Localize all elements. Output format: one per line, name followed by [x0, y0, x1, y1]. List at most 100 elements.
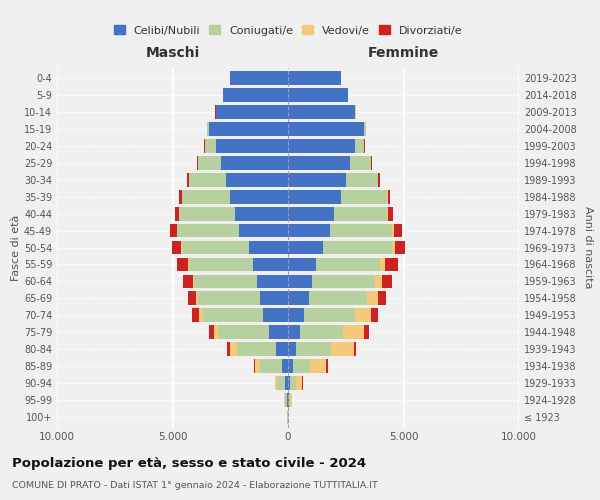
Bar: [285, 376, 288, 390]
Bar: [260, 292, 288, 306]
Bar: [198, 156, 221, 170]
Bar: [331, 342, 354, 356]
Bar: [239, 224, 288, 237]
Bar: [310, 360, 326, 374]
Bar: [288, 376, 290, 390]
Bar: [255, 360, 260, 374]
Bar: [288, 394, 289, 407]
Bar: [217, 138, 288, 152]
Bar: [288, 360, 293, 374]
Bar: [290, 376, 296, 390]
Text: Popolazione per età, sesso e stato civile - 2024: Popolazione per età, sesso e stato civil…: [12, 458, 366, 470]
Bar: [394, 224, 402, 237]
Bar: [309, 292, 367, 306]
Bar: [226, 172, 288, 186]
Legend: Celibi/Nubili, Coniugati/e, Vedovi/e, Divorziati/e: Celibi/Nubili, Coniugati/e, Vedovi/e, Di…: [109, 20, 467, 40]
Bar: [276, 342, 288, 356]
Bar: [188, 258, 253, 272]
Bar: [316, 258, 380, 272]
Bar: [230, 190, 288, 203]
Bar: [341, 190, 388, 203]
Bar: [288, 342, 296, 356]
Bar: [382, 274, 392, 288]
Bar: [304, 308, 355, 322]
Bar: [296, 376, 302, 390]
Bar: [230, 70, 288, 85]
Bar: [343, 326, 364, 340]
Bar: [392, 224, 394, 237]
Bar: [277, 376, 285, 390]
Bar: [364, 122, 366, 136]
Text: Femmine: Femmine: [368, 46, 439, 60]
Bar: [192, 308, 199, 322]
Bar: [281, 360, 288, 374]
Bar: [288, 274, 312, 288]
Bar: [288, 122, 364, 136]
Bar: [388, 190, 391, 203]
Text: COMUNE DI PRATO - Dati ISTAT 1° gennaio 2024 - Elaborazione TUTTITALIA.IT: COMUNE DI PRATO - Dati ISTAT 1° gennaio …: [12, 481, 378, 490]
Bar: [182, 240, 249, 254]
Bar: [260, 360, 281, 374]
Bar: [223, 88, 288, 102]
Bar: [289, 394, 290, 407]
Bar: [288, 156, 350, 170]
Bar: [188, 172, 226, 186]
Bar: [326, 360, 328, 374]
Bar: [275, 376, 277, 390]
Bar: [293, 360, 310, 374]
Bar: [257, 274, 288, 288]
Bar: [287, 394, 288, 407]
Bar: [288, 258, 316, 272]
Bar: [388, 206, 393, 220]
Bar: [288, 104, 355, 118]
Bar: [176, 258, 188, 272]
Bar: [235, 206, 288, 220]
Bar: [296, 342, 331, 356]
Bar: [380, 258, 385, 272]
Bar: [187, 172, 188, 186]
Bar: [182, 190, 230, 203]
Bar: [170, 224, 176, 237]
Bar: [395, 240, 406, 254]
Bar: [355, 138, 364, 152]
Bar: [177, 224, 239, 237]
Bar: [392, 240, 395, 254]
Bar: [385, 258, 398, 272]
Bar: [288, 224, 329, 237]
Bar: [209, 326, 214, 340]
Bar: [218, 326, 269, 340]
Bar: [237, 342, 276, 356]
Bar: [374, 274, 382, 288]
Bar: [288, 172, 346, 186]
Bar: [214, 326, 218, 340]
Bar: [288, 206, 334, 220]
Bar: [253, 258, 288, 272]
Bar: [367, 292, 378, 306]
Bar: [254, 360, 255, 374]
Bar: [179, 206, 235, 220]
Bar: [285, 394, 287, 407]
Bar: [198, 292, 260, 306]
Bar: [199, 308, 203, 322]
Bar: [288, 190, 341, 203]
Bar: [334, 206, 388, 220]
Bar: [203, 308, 263, 322]
Bar: [249, 240, 288, 254]
Bar: [364, 326, 369, 340]
Y-axis label: Anni di nascita: Anni di nascita: [583, 206, 593, 289]
Bar: [179, 190, 182, 203]
Bar: [181, 240, 182, 254]
Bar: [284, 394, 285, 407]
Bar: [350, 156, 371, 170]
Bar: [205, 138, 217, 152]
Bar: [288, 70, 341, 85]
Bar: [329, 224, 392, 237]
Bar: [288, 292, 309, 306]
Bar: [288, 308, 304, 322]
Bar: [323, 240, 392, 254]
Bar: [221, 156, 288, 170]
Bar: [184, 274, 193, 288]
Bar: [288, 138, 355, 152]
Bar: [227, 342, 230, 356]
Bar: [175, 206, 179, 220]
